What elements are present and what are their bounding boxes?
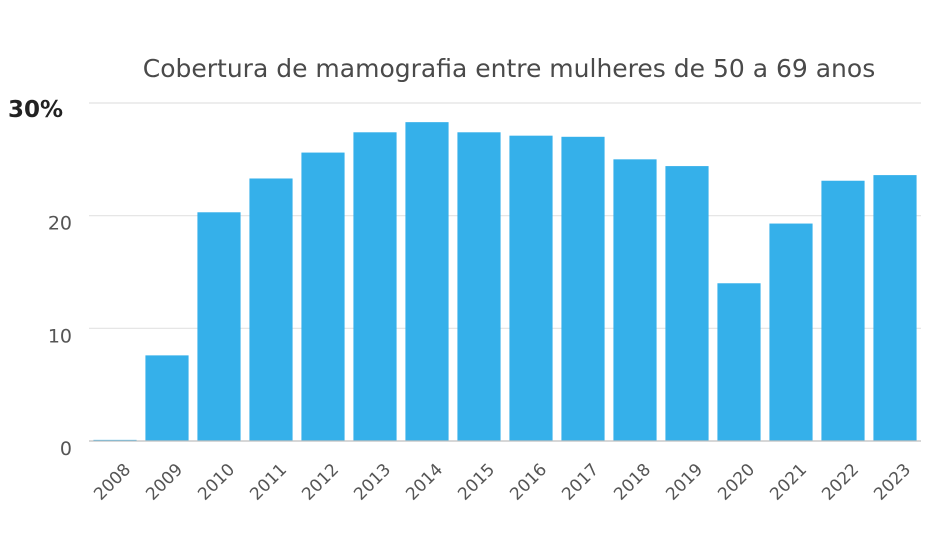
x-tick-label: 2022	[818, 460, 863, 505]
x-tick-label: 2010	[194, 460, 239, 505]
bar-2022	[821, 180, 865, 442]
x-tick-label: 2012	[298, 460, 343, 505]
x-tick-label: 2019	[662, 460, 707, 505]
bar-2012	[301, 152, 345, 441]
x-tick-label: 2013	[350, 460, 395, 505]
x-tick-label: 2011	[246, 460, 291, 505]
y-tick-label: 30%	[8, 97, 63, 123]
bar-2023	[873, 175, 917, 441]
x-tick-label: 2016	[506, 460, 551, 505]
x-tick-label: 2014	[402, 460, 447, 505]
bar-2014	[405, 122, 449, 442]
x-tick-label: 2023	[870, 460, 915, 505]
x-tick-label: 2008	[90, 460, 135, 505]
x-tick-label: 2015	[454, 460, 499, 505]
x-tick-label: 2021	[766, 460, 811, 505]
bar-2010	[197, 212, 241, 441]
y-tick-label: 10	[48, 325, 72, 347]
bar-2019	[665, 166, 709, 442]
bar-2021	[769, 223, 813, 441]
bar-2015	[457, 132, 501, 441]
bar-2013	[353, 132, 397, 441]
x-tick-label: 2018	[610, 460, 655, 505]
y-tick-label: 20	[48, 213, 72, 235]
x-tick-label: 2020	[714, 460, 759, 505]
y-tick-label: 0	[60, 438, 72, 460]
bars	[93, 122, 917, 442]
bar-2018	[613, 159, 657, 442]
chart-title: Cobertura de mamografia entre mulheres d…	[143, 54, 875, 83]
x-tick-label: 2017	[558, 460, 603, 505]
x-axis-ticks: 2008 2009 2010 2011 2012 2013 2014 2015 2016 2017…	[90, 460, 915, 505]
bar-2009	[145, 355, 189, 441]
x-tick-label: 2009	[142, 460, 187, 505]
bar-2016	[509, 135, 553, 441]
bar-2017	[561, 136, 605, 442]
y-axis-ticks: 0 10 20 30%	[8, 97, 72, 460]
bar-2011	[249, 178, 293, 441]
bar-2020	[717, 283, 761, 441]
